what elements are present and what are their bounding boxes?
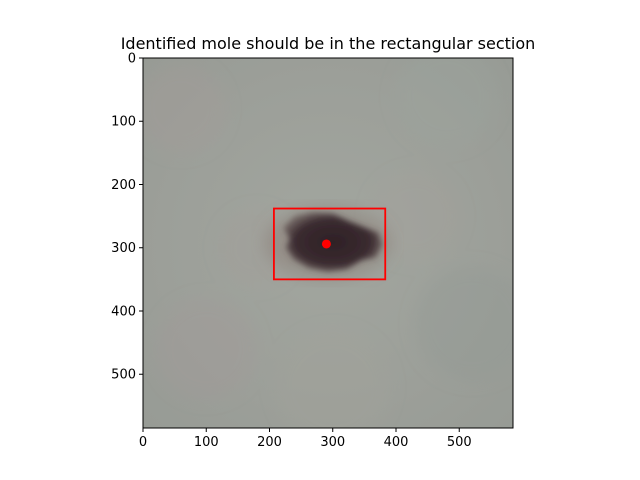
y-axis: 0 100 200 300 400 500 (111, 52, 143, 383)
mole-bounding-box (273, 207, 387, 281)
y-tick-label: 200 (111, 178, 136, 193)
x-tick-label: 200 (257, 435, 282, 450)
skin-photo (143, 58, 513, 428)
mole-body (283, 212, 383, 272)
skin-blotch (155, 298, 257, 400)
x-axis: 0 100 200 300 400 500 (139, 428, 472, 450)
y-tick-label: 500 (111, 368, 136, 383)
skin-blotch (275, 329, 390, 428)
skin-blotch (414, 266, 513, 381)
skin-blotch (396, 58, 498, 147)
x-tick-label: 100 (194, 435, 219, 450)
y-tick-label: 100 (111, 115, 136, 130)
chart-title: Identified mole should be in the rectang… (121, 34, 536, 53)
y-tick-label: 300 (111, 241, 136, 256)
x-tick-label: 500 (447, 435, 472, 450)
axes-frame (142, 57, 514, 429)
x-tick-label: 400 (384, 435, 409, 450)
x-tick-label: 0 (139, 435, 147, 450)
y-tick-label: 400 (111, 304, 136, 319)
y-tick-label: 0 (128, 52, 136, 67)
mole-center-point (321, 239, 331, 249)
skin-blotch (143, 64, 226, 153)
skin-blotch (370, 171, 460, 261)
x-tick-label: 300 (320, 435, 345, 450)
